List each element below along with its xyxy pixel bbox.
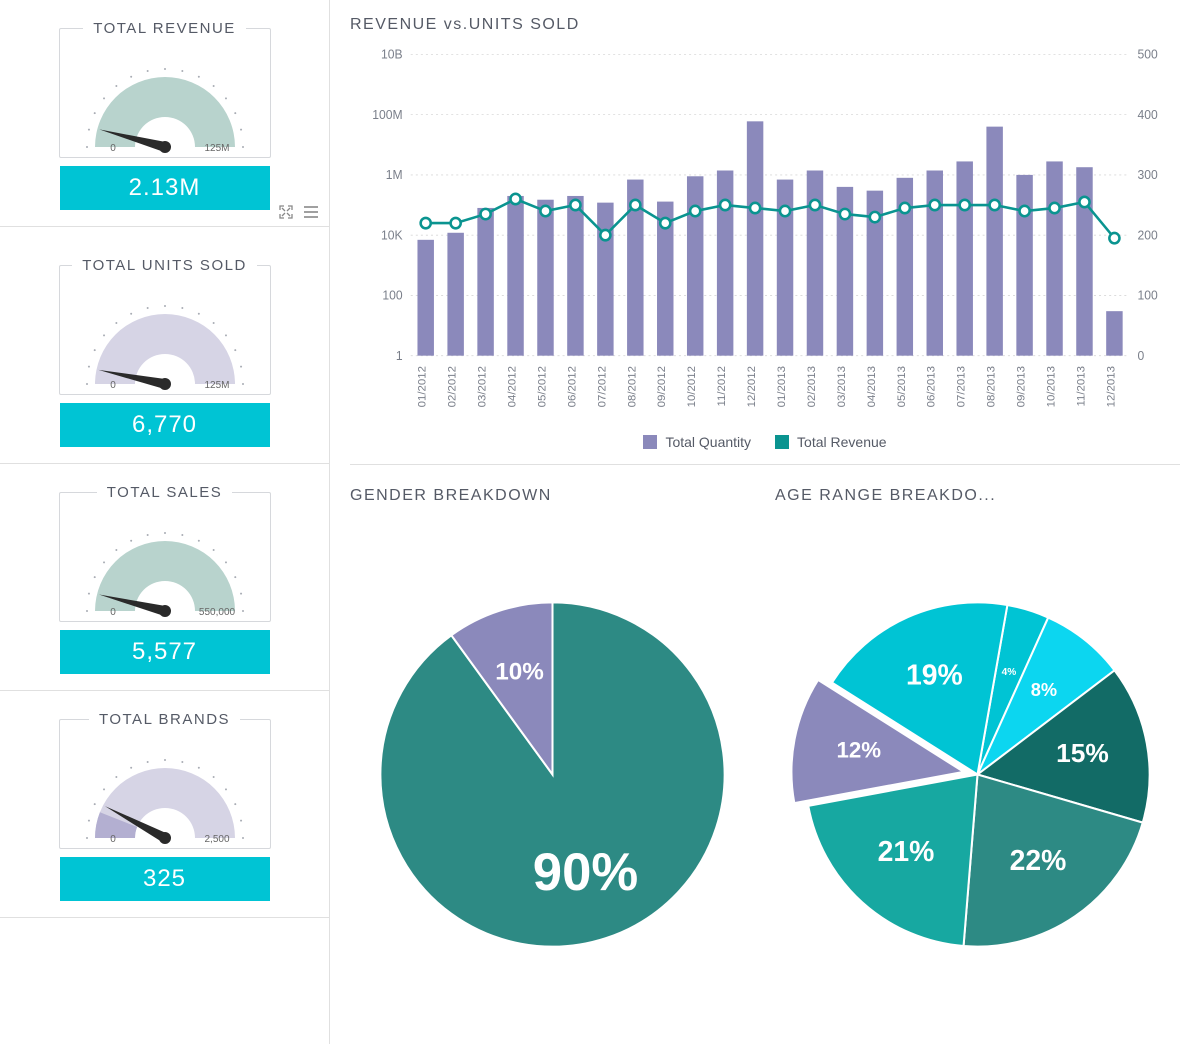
gauge-graphic: 0 2,500	[72, 738, 258, 848]
svg-text:125M: 125M	[204, 380, 229, 391]
legend-item[interactable]: Total Quantity	[643, 434, 751, 450]
svg-text:4%: 4%	[1002, 667, 1017, 678]
gauge-value: 6,770	[60, 403, 270, 447]
gauge-card: TOTAL REVENUE 0 125M 2.13M	[0, 0, 329, 227]
svg-text:100: 100	[1137, 288, 1157, 302]
legend-swatch	[643, 435, 657, 449]
gauge-graphic: 0 125M	[72, 47, 258, 157]
revenue-chart: 1 100 10K 1M 100M 10B 0 100 200 300 400 500 01/2012 0…	[350, 44, 1180, 418]
svg-text:07/2012: 07/2012	[596, 366, 608, 407]
svg-text:12/2013: 12/2013	[1106, 366, 1118, 407]
svg-text:1M: 1M	[386, 168, 403, 182]
chart-legend: Total Quantity Total Revenue	[350, 418, 1180, 450]
gauge-card: TOTAL UNITS SOLD 0 125M 6,770	[0, 227, 329, 464]
svg-text:22%: 22%	[1010, 845, 1067, 877]
svg-text:12/2012: 12/2012	[746, 366, 758, 407]
svg-text:550,000: 550,000	[198, 607, 235, 618]
svg-text:100M: 100M	[372, 108, 402, 122]
gauge-card: TOTAL BRANDS 0 2,500 325	[0, 691, 329, 918]
gauge-title: TOTAL BRANDS	[89, 711, 240, 728]
gauge-title: TOTAL SALES	[97, 484, 232, 501]
svg-text:15%: 15%	[1056, 738, 1109, 768]
svg-text:06/2012: 06/2012	[567, 366, 579, 407]
expand-icon[interactable]	[279, 205, 293, 219]
gender-breakdown-panel: GENDER BREAKDOWN 90% 10%	[350, 481, 755, 1034]
svg-text:0: 0	[110, 380, 116, 391]
svg-text:10/2012: 10/2012	[686, 366, 698, 407]
svg-text:02/2012: 02/2012	[447, 366, 459, 407]
age-breakdown-panel: AGE RANGE BREAKDO... 4% 8% 15% 22% 21% 12% 19%	[775, 481, 1180, 1034]
lower-row: GENDER BREAKDOWN 90% 10% AGE RANGE BREAKD…	[350, 465, 1180, 1034]
svg-text:500: 500	[1137, 47, 1157, 61]
age-breakdown-title: AGE RANGE BREAKDO...	[775, 481, 1180, 515]
svg-text:12%: 12%	[836, 738, 881, 763]
svg-text:01/2013: 01/2013	[776, 366, 788, 407]
gender-pie-chart: 90% 10%	[350, 515, 755, 1034]
gauge-frame: TOTAL BRANDS 0 2,500	[59, 711, 271, 849]
legend-label: Total Quantity	[665, 434, 751, 450]
svg-text:0: 0	[1137, 349, 1144, 363]
svg-text:10K: 10K	[381, 228, 403, 242]
svg-text:03/2013: 03/2013	[836, 366, 848, 407]
svg-text:125M: 125M	[204, 143, 229, 154]
gauge-value: 325	[60, 857, 270, 901]
legend-label: Total Revenue	[797, 434, 887, 450]
gauge-graphic: 0 125M	[72, 284, 258, 394]
svg-text:10/2013: 10/2013	[1046, 366, 1058, 407]
svg-text:0: 0	[110, 143, 116, 154]
svg-text:08/2012: 08/2012	[626, 366, 638, 407]
svg-text:02/2013: 02/2013	[806, 366, 818, 407]
svg-text:300: 300	[1137, 168, 1157, 182]
age-pie-chart: 4% 8% 15% 22% 21% 12% 19%	[775, 515, 1180, 1034]
svg-text:01/2012: 01/2012	[417, 366, 429, 407]
svg-text:11/2013: 11/2013	[1076, 366, 1088, 406]
legend-item[interactable]: Total Revenue	[775, 434, 887, 450]
gender-breakdown-title: GENDER BREAKDOWN	[350, 481, 755, 515]
revenue-chart-title: REVENUE vs.UNITS SOLD	[350, 10, 1180, 44]
svg-text:10%: 10%	[495, 658, 544, 685]
revenue-chart-panel: REVENUE vs.UNITS SOLD 110010K1M100M10B01…	[350, 10, 1180, 465]
sidebar: TOTAL REVENUE 0 125M 2.13M TOTAL UNITS SOLD 0…	[0, 0, 330, 1044]
card-tools	[279, 205, 319, 219]
svg-text:90%: 90%	[533, 843, 638, 902]
dashboard: TOTAL REVENUE 0 125M 2.13M TOTAL UNITS SOLD 0…	[0, 0, 1200, 1044]
svg-text:21%: 21%	[878, 836, 935, 868]
svg-text:200: 200	[1137, 228, 1157, 242]
gauge-value: 5,577	[60, 630, 270, 674]
svg-text:1: 1	[396, 349, 403, 363]
gauge-title: TOTAL REVENUE	[83, 20, 246, 37]
menu-icon[interactable]	[303, 205, 319, 219]
svg-text:400: 400	[1137, 108, 1157, 122]
svg-text:05/2012: 05/2012	[537, 366, 549, 407]
svg-text:0: 0	[110, 607, 116, 618]
gauge-card: TOTAL SALES 0 550,000 5,577	[0, 464, 329, 691]
svg-text:03/2012: 03/2012	[477, 366, 489, 407]
svg-text:09/2013: 09/2013	[1016, 366, 1028, 407]
svg-text:100: 100	[382, 288, 402, 302]
gauge-frame: TOTAL SALES 0 550,000	[59, 484, 271, 622]
gauge-value: 2.13M	[60, 166, 270, 210]
legend-swatch	[775, 435, 789, 449]
svg-text:07/2013: 07/2013	[956, 366, 968, 407]
svg-text:8%: 8%	[1031, 680, 1057, 700]
main-area: REVENUE vs.UNITS SOLD 110010K1M100M10B01…	[330, 0, 1200, 1044]
svg-text:04/2013: 04/2013	[866, 366, 878, 407]
svg-text:10B: 10B	[381, 47, 403, 61]
svg-text:05/2013: 05/2013	[896, 366, 908, 407]
svg-text:11/2012: 11/2012	[716, 366, 728, 406]
gauge-graphic: 0 550,000	[72, 511, 258, 621]
svg-text:09/2012: 09/2012	[656, 366, 668, 407]
gauge-frame: TOTAL UNITS SOLD 0 125M	[59, 257, 271, 395]
svg-text:19%: 19%	[906, 659, 963, 691]
gauge-title: TOTAL UNITS SOLD	[72, 257, 257, 274]
svg-text:0: 0	[110, 834, 116, 845]
svg-text:06/2013: 06/2013	[926, 366, 938, 407]
svg-text:04/2012: 04/2012	[507, 366, 519, 407]
gauge-frame: TOTAL REVENUE 0 125M	[59, 20, 271, 158]
svg-text:08/2013: 08/2013	[986, 366, 998, 407]
svg-text:2,500: 2,500	[204, 834, 229, 845]
